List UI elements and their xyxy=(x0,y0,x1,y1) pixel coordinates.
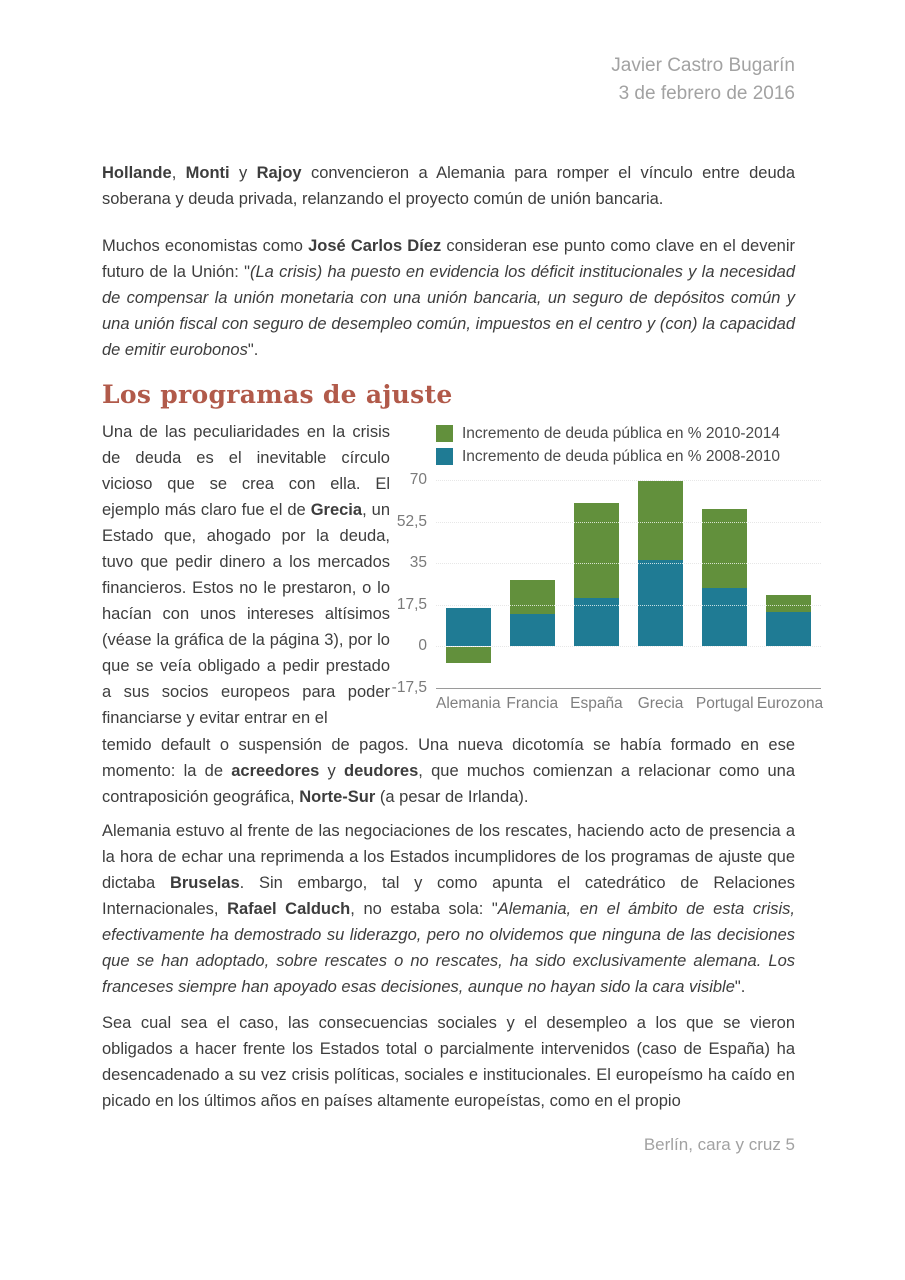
text-run: Sea cual sea el caso, las consecuencias … xyxy=(102,1014,795,1110)
bar-segment-2008-2010 xyxy=(445,608,491,647)
bold-text-run: Hollande xyxy=(102,164,172,182)
text-run: , un Estado que, ahogado por la deuda, t… xyxy=(102,501,390,727)
legend-label: Incremento de deuda pública en % 2010-20… xyxy=(462,424,780,442)
text-run: (a pesar de Irlanda). xyxy=(375,788,529,806)
gridline-overlay xyxy=(436,604,821,606)
debt-increase-bar-chart: Incremento de deuda pública en % 2010-20… xyxy=(392,419,824,717)
text-run: ". xyxy=(247,341,259,359)
x-axis-category-label: Alemania xyxy=(436,695,501,712)
text-run: . Sin embargo, tal y como apunta el cate… xyxy=(102,874,795,918)
bold-text-run: Monti xyxy=(185,164,230,182)
text-run: temido default o suspensión de pagos. Un… xyxy=(102,736,795,780)
bold-text-run: Norte-Sur xyxy=(299,788,376,806)
footer-page-label: Berlín, cara y cruz 5 xyxy=(643,1135,795,1154)
y-axis-tick-label: 52,5 xyxy=(396,512,427,530)
chart-plot-row: 70 52,5 35 17,5 0 -17,5 xyxy=(392,471,821,696)
y-axis-tick-label: 70 xyxy=(409,471,427,488)
legend-swatch xyxy=(436,448,453,465)
document-date: 3 de febrero de 2016 xyxy=(618,83,795,104)
y-axis-tick-label: -17,5 xyxy=(391,679,427,696)
x-axis-category-label: España xyxy=(570,695,623,712)
legend-label: Incremento de deuda pública en % 2008-20… xyxy=(462,447,780,465)
text-run: ". xyxy=(734,978,746,996)
text-run: Una de las peculiaridades en la crisis d… xyxy=(102,423,390,519)
bold-text-run: Grecia xyxy=(310,501,363,519)
bar-segment-2010-2014 xyxy=(445,647,491,663)
y-axis-tick-label: 17,5 xyxy=(396,595,427,613)
text-run: , no estaba sola: " xyxy=(350,900,498,918)
gridline-overlay xyxy=(436,563,821,565)
text-run: , que muchos comienzan a relacionar como… xyxy=(102,762,796,806)
gridline-overlay xyxy=(436,521,821,523)
y-axis-labels: 70 52,5 35 17,5 0 -17,5 xyxy=(392,471,436,696)
paragraph-jose-carlos-diez: Muchos economistas como José Carlos Díez… xyxy=(102,233,795,363)
paragraph-hollande-monti-rajoy: Hollande, Monti y Rajoy convencieron a A… xyxy=(102,160,795,212)
bar-segment-2010-2014 xyxy=(509,579,555,615)
x-axis-category-label: Francia xyxy=(506,695,559,712)
paragraph-consecuencias-sociales: Sea cual sea el caso, las consecuencias … xyxy=(102,1010,795,1114)
legend-item: Incremento de deuda pública en % 2010-20… xyxy=(436,422,821,445)
gridline-overlay xyxy=(436,646,821,648)
two-column-section: Una de las peculiaridades en la crisis d… xyxy=(102,419,823,731)
author-name: Javier Castro Bugarín xyxy=(611,55,795,76)
bar-segment-2008-2010 xyxy=(509,614,555,647)
bar-segment-2010-2014 xyxy=(766,595,812,612)
document-footer: Berlín, cara y cruz 5 xyxy=(102,1134,795,1156)
paragraph-left-column: Una de las peculiaridades en la crisis d… xyxy=(102,419,390,731)
bold-text-run: deudores xyxy=(344,762,419,780)
bold-text-run: Rajoy xyxy=(256,164,302,182)
y-axis-tick-label: 35 xyxy=(409,554,427,572)
section-title: Los programas de ajuste xyxy=(102,380,453,409)
paragraph-default-dicotomia: temido default o suspensión de pagos. Un… xyxy=(102,732,795,810)
chart-plot-area xyxy=(436,480,821,689)
bar-segment-2010-2014 xyxy=(702,508,748,589)
chart-legend: Incremento de deuda pública en % 2010-20… xyxy=(436,419,821,468)
paragraph-alemania-rescates: Alemania estuvo al frente de las negocia… xyxy=(102,818,795,1000)
text-run: convencieron a Alemania para romper el v… xyxy=(102,164,796,208)
legend-swatch xyxy=(436,425,453,442)
text-run: Muchos economistas como xyxy=(102,237,309,255)
bold-text-run: Bruselas xyxy=(169,874,240,892)
text-run: , xyxy=(171,164,186,182)
bar-segment-2008-2010 xyxy=(638,559,684,647)
italic-quote-run: (La crisis) ha puesto en evidencia los d… xyxy=(102,263,795,359)
y-axis-tick-label: 0 xyxy=(418,637,427,655)
x-axis-category-label: Portugal xyxy=(695,695,754,712)
bar-segment-2010-2014 xyxy=(573,502,619,598)
bold-text-run: Rafael Calduch xyxy=(227,900,351,918)
text-run: y xyxy=(229,164,257,182)
x-axis-line xyxy=(436,688,821,689)
text-run: Alemania estuvo al frente de las negocia… xyxy=(102,822,795,892)
bar-segment-2008-2010 xyxy=(766,611,812,647)
bar-segment-2008-2010 xyxy=(702,588,748,647)
bold-text-run: José Carlos Díez xyxy=(308,237,442,255)
italic-quote-run: Alemania, en el ámbito de esta crisis, e… xyxy=(102,900,796,996)
bar-segment-2010-2014 xyxy=(638,481,684,560)
x-axis-labels: Alemania Francia España Grecia Portugal Euroz… xyxy=(436,695,824,717)
gridline-overlay xyxy=(436,480,821,481)
page-content: Javier Castro Bugarín 3 de febrero de 20… xyxy=(102,0,823,1156)
x-axis-category-label: Eurozona xyxy=(756,695,824,712)
document-header: Javier Castro Bugarín 3 de febrero de 20… xyxy=(102,0,795,108)
x-axis-category-label: Grecia xyxy=(637,695,684,712)
text-run: y xyxy=(319,762,344,780)
bold-text-run: acreedores xyxy=(231,762,320,780)
text-run: consideran ese punto como clave en el de… xyxy=(102,237,795,281)
legend-item: Incremento de deuda pública en % 2008-20… xyxy=(436,445,821,468)
